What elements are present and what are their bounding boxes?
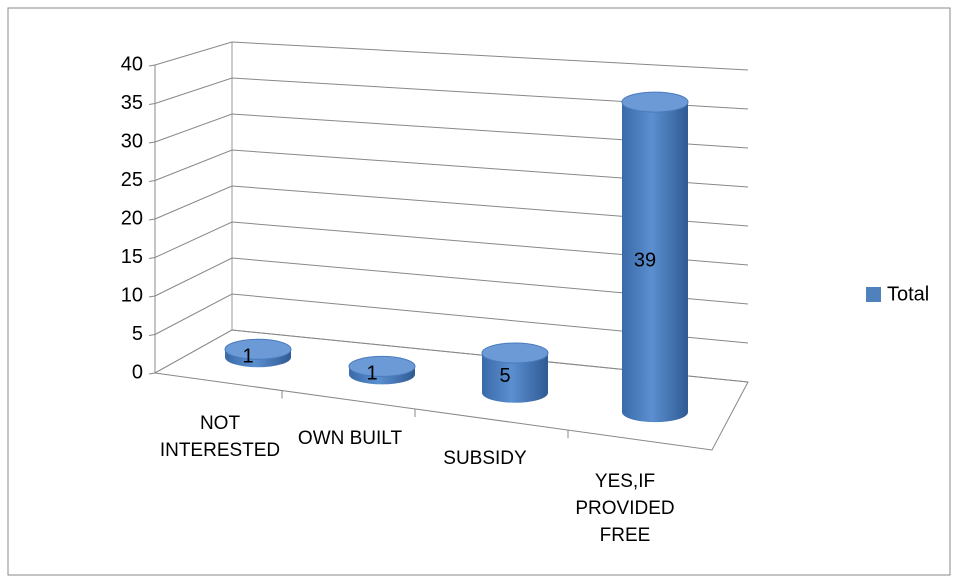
- grid-line: [154, 149, 749, 188]
- bar-top: [224, 338, 292, 360]
- grid-line: [154, 257, 749, 305]
- bar-top: [481, 342, 549, 364]
- y-tick-label: 35: [121, 92, 143, 114]
- legend-swatch: [866, 287, 881, 302]
- y-tick-label: 5: [132, 323, 143, 345]
- y-tick: [148, 141, 156, 144]
- grid-line: [154, 77, 749, 110]
- y-tick: [148, 180, 156, 182]
- grid-line: [154, 41, 749, 71]
- y-tick: [148, 372, 156, 375]
- x-tick-label: SUBSIDY: [443, 448, 527, 469]
- y-tick: [148, 103, 156, 105]
- y-tick-label: 40: [121, 53, 143, 75]
- bar: [622, 102, 688, 423]
- grid-line: [154, 293, 749, 344]
- y-tick-label: 20: [121, 207, 143, 229]
- data-label: 5: [499, 365, 510, 387]
- y-tick-label: 0: [132, 361, 143, 383]
- data-label: 1: [242, 346, 253, 368]
- bar-top: [348, 355, 416, 377]
- data-label: 1: [366, 363, 377, 385]
- y-tick: [148, 218, 156, 221]
- y-tick: [148, 64, 156, 67]
- y-tick-label: 30: [121, 130, 143, 152]
- grid-line: [154, 329, 749, 383]
- chart-border: [7, 7, 951, 576]
- grid-line: [154, 185, 749, 227]
- legend-label: Total: [887, 283, 929, 305]
- bar-top: [621, 91, 689, 113]
- grid-line: [154, 221, 749, 266]
- y-tick-label: 15: [121, 246, 143, 268]
- y-tick: [148, 257, 156, 259]
- x-tick-label: YES,IF PROVIDED FREE: [575, 471, 675, 546]
- data-label: 39: [634, 249, 656, 271]
- grid-line: [154, 113, 749, 149]
- y-tick: [148, 334, 156, 336]
- y-tick-label: 25: [121, 169, 143, 191]
- x-tick-label: OWN BUILT: [297, 428, 403, 449]
- x-tick-label: NOT INTERESTED: [159, 413, 281, 461]
- bar: [482, 353, 548, 403]
- y-tick-label: 10: [121, 284, 143, 306]
- y-tick: [148, 295, 156, 298]
